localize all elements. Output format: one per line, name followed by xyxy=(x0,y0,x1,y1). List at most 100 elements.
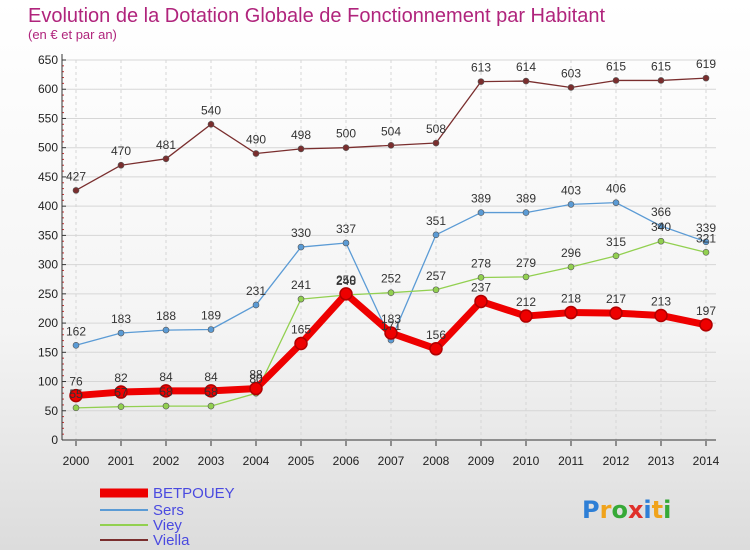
data-label-betpouey: 156 xyxy=(426,328,446,342)
series-sers xyxy=(72,199,710,349)
series-viella xyxy=(72,74,710,194)
data-point-viella xyxy=(252,150,260,157)
y-tick-label: 0 xyxy=(51,433,58,447)
data-label-viella: 508 xyxy=(426,122,446,136)
data-label-betpouey: 218 xyxy=(561,292,581,306)
data-label-viella: 615 xyxy=(651,59,671,73)
data-point-sers xyxy=(477,209,485,216)
data-labels: 76 82 84 84 88 165 250 183 156 237 212 218 217 213 197… xyxy=(66,57,716,401)
data-point-sers xyxy=(342,239,350,247)
data-label-betpouey: 84 xyxy=(159,370,173,384)
data-point-viey xyxy=(162,402,170,410)
data-label-viella: 614 xyxy=(516,60,536,74)
data-point-betpouey xyxy=(519,309,533,323)
data-point-viella xyxy=(612,77,620,84)
data-label-betpouey: 237 xyxy=(471,280,491,294)
data-label-viey: 55 xyxy=(69,387,83,401)
data-point-sers xyxy=(432,231,440,239)
data-label-sers: 171 xyxy=(381,319,401,333)
data-point-sers xyxy=(252,301,260,309)
data-label-viey: 278 xyxy=(471,256,491,270)
data-label-sers: 162 xyxy=(66,324,86,338)
data-point-betpouey xyxy=(654,308,668,323)
data-point-sers xyxy=(702,238,710,246)
data-label-viella: 504 xyxy=(381,124,401,138)
data-point-viella xyxy=(207,121,215,128)
data-point-viella xyxy=(657,77,665,84)
data-point-sers xyxy=(72,341,80,349)
x-tick-label: 2007 xyxy=(378,454,405,468)
proxiti-logo: Proxiti xyxy=(582,496,671,524)
data-label-sers: 389 xyxy=(516,192,536,206)
legend-label-viey: Viey xyxy=(153,517,182,534)
x-tick-label: 2009 xyxy=(468,454,495,468)
x-tick-label: 2002 xyxy=(153,454,180,468)
data-label-viey: 248 xyxy=(336,274,356,288)
data-label-viella: 481 xyxy=(156,138,176,152)
y-tick-label: 600 xyxy=(38,82,58,96)
x-tick-label: 2003 xyxy=(198,454,225,468)
data-label-betpouey: 82 xyxy=(114,371,128,385)
data-label-sers: 189 xyxy=(201,309,221,323)
data-point-viey xyxy=(117,403,125,410)
x-tick-label: 2001 xyxy=(108,454,135,468)
data-label-viey: 257 xyxy=(426,269,446,283)
data-label-viey: 321 xyxy=(696,231,716,245)
y-tick-label: 250 xyxy=(38,287,58,301)
data-point-viey xyxy=(522,273,530,281)
data-point-sers xyxy=(207,326,215,333)
series-betpouey xyxy=(69,287,713,403)
data-label-betpouey: 88 xyxy=(249,368,263,382)
x-tick-label: 2013 xyxy=(648,454,675,468)
data-label-sers: 403 xyxy=(561,183,581,197)
data-point-viey xyxy=(657,237,665,245)
x-tick-label: 2010 xyxy=(513,454,540,468)
data-label-sers: 351 xyxy=(426,214,446,228)
data-point-viella xyxy=(342,144,350,151)
x-tick-label: 2008 xyxy=(423,454,450,468)
data-label-sers: 337 xyxy=(336,222,356,236)
data-label-viey: 252 xyxy=(381,272,401,286)
y-tick-label: 500 xyxy=(38,141,58,155)
data-point-sers xyxy=(522,209,530,216)
data-label-viella: 540 xyxy=(201,103,221,117)
y-tick-label: 200 xyxy=(38,316,58,330)
data-label-viella: 603 xyxy=(561,66,581,80)
y-tick-label: 550 xyxy=(38,111,58,125)
data-point-sers xyxy=(567,201,575,208)
data-label-viella: 615 xyxy=(606,59,626,73)
data-label-viella: 490 xyxy=(246,133,266,147)
data-point-viella xyxy=(702,74,710,82)
legend-label-betpouey: BETPOUEY xyxy=(153,485,235,502)
data-label-viey: 58 xyxy=(159,385,173,399)
y-tick-label: 400 xyxy=(38,199,58,213)
data-label-viella: 613 xyxy=(471,61,491,75)
data-point-viey xyxy=(477,274,485,281)
data-label-betpouey: 197 xyxy=(696,304,716,318)
data-point-betpouey xyxy=(699,318,713,332)
data-point-viey xyxy=(612,252,620,260)
data-label-sers: 389 xyxy=(471,192,491,206)
data-label-sers: 366 xyxy=(651,205,671,219)
data-label-betpouey: 217 xyxy=(606,292,626,306)
x-tick-label: 2012 xyxy=(603,454,630,468)
data-point-viey xyxy=(207,402,215,410)
data-point-betpouey xyxy=(114,385,128,399)
x-tick-label: 2006 xyxy=(333,454,360,468)
data-point-betpouey xyxy=(384,326,398,340)
data-point-betpouey xyxy=(609,306,623,320)
data-label-viey: 315 xyxy=(606,235,626,249)
logo-text: Proxiti xyxy=(582,496,671,524)
data-label-viey: 241 xyxy=(291,278,311,292)
data-point-viella xyxy=(567,84,575,91)
series-group xyxy=(69,74,713,412)
data-label-sers: 339 xyxy=(696,221,716,235)
data-label-betpouey: 76 xyxy=(69,375,83,389)
data-label-viey: 58 xyxy=(204,385,218,399)
chart-subtitle: (en € et par an) xyxy=(28,27,117,42)
chart-title: Evolution de la Dotation Globale de Fonc… xyxy=(28,5,605,27)
y-tick-label: 300 xyxy=(38,258,58,272)
data-point-viey xyxy=(702,249,710,256)
legend-label-viella: Viella xyxy=(153,532,190,549)
